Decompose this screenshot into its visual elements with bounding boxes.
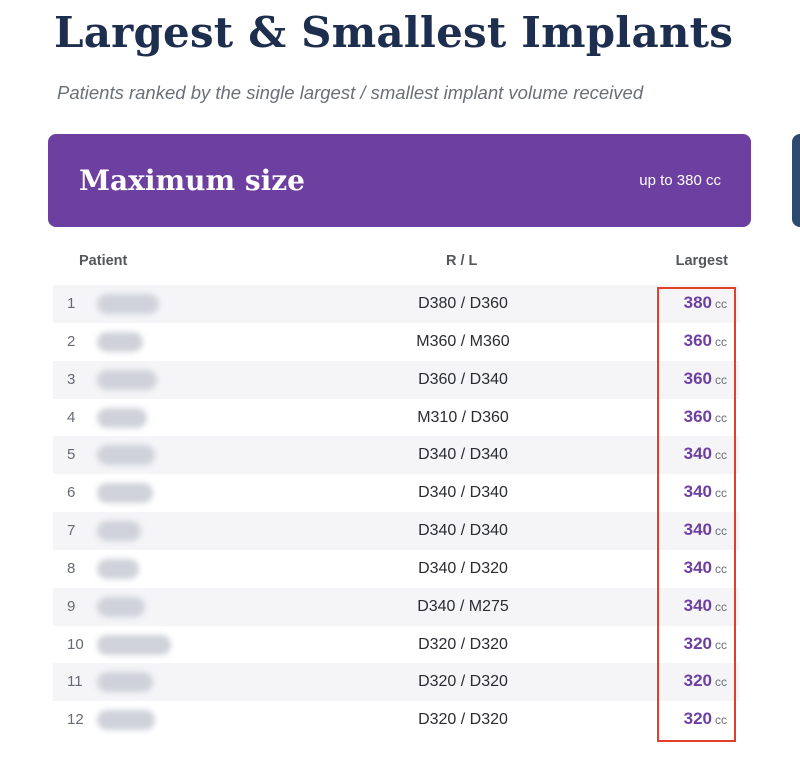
- row-largest-volume: 340 cc: [684, 444, 727, 464]
- volume-number: 380: [683, 293, 712, 312]
- volume-number: 340: [683, 557, 712, 577]
- volume-unit: cc: [715, 524, 727, 539]
- row-largest-volume: 340 cc: [684, 482, 727, 502]
- largest-column-highlight: [657, 287, 736, 742]
- row-implants-rl: D340 / D340: [418, 484, 508, 502]
- row-implants-rl: D340 / D320: [418, 559, 508, 577]
- row-implants-rl: D320 / D320: [418, 673, 508, 691]
- volume-unit: cc: [715, 334, 727, 349]
- volume-unit: cc: [715, 599, 727, 614]
- column-header-rl: R / L: [446, 253, 478, 269]
- patient-name-redacted: [97, 596, 145, 617]
- row-implants-rl: D360 / D340: [418, 370, 508, 388]
- card-range-label: up to 380 cc: [639, 172, 721, 189]
- volume-unit: cc: [715, 372, 727, 387]
- table-row[interactable]: 12 D320 / D320 320 cc: [53, 701, 739, 739]
- volume-unit: cc: [715, 637, 727, 652]
- patient-name-redacted: [97, 558, 139, 579]
- ranking-table: 1 D380 / D360 380 cc 2 M360 / M360 360 cc 3 D360 …: [53, 285, 739, 739]
- row-rank: 1: [67, 295, 76, 312]
- table-row[interactable]: 11 D320 / D320 320 cc: [53, 663, 739, 702]
- row-rank: 12: [67, 711, 84, 729]
- volume-number: 320: [683, 671, 712, 691]
- row-largest-volume: 380 cc: [684, 293, 727, 313]
- table-row[interactable]: 1 D380 / D360 380 cc: [53, 285, 739, 323]
- patient-name-redacted: [97, 483, 153, 504]
- row-implants-rl: D340 / M275: [417, 597, 509, 615]
- volume-unit: cc: [715, 297, 727, 311]
- row-implants-rl: D340 / D340: [418, 522, 508, 540]
- volume-unit: cc: [715, 713, 727, 728]
- row-largest-volume: 340 cc: [684, 520, 727, 540]
- patient-name-redacted: [97, 672, 153, 693]
- row-rank: 10: [67, 635, 84, 653]
- column-header-largest: Largest: [675, 253, 728, 269]
- patient-name-redacted: [97, 710, 155, 731]
- row-implants-rl: D320 / D320: [418, 711, 508, 729]
- column-header-patient: Patient: [79, 253, 128, 269]
- patient-name-redacted: [97, 521, 141, 542]
- table-row[interactable]: 8 D340 / D320 340 cc: [53, 550, 739, 588]
- row-rank: 5: [67, 446, 76, 464]
- volume-unit: cc: [715, 675, 727, 690]
- row-largest-volume: 340 cc: [684, 596, 727, 616]
- row-largest-volume: 360 cc: [684, 331, 727, 351]
- patient-name-redacted: [97, 407, 147, 428]
- row-rank: 8: [67, 559, 76, 577]
- row-rank: 6: [67, 484, 76, 502]
- row-rank: 11: [67, 673, 83, 691]
- next-card-edge[interactable]: [792, 134, 800, 227]
- row-rank: 2: [67, 332, 76, 350]
- row-largest-volume: 360 cc: [684, 369, 727, 389]
- patient-name-redacted: [97, 445, 155, 466]
- table-row[interactable]: 4 M310 / D360 360 cc: [53, 399, 739, 437]
- table-row[interactable]: 3 D360 / D340 360 cc: [53, 360, 739, 399]
- page-subtitle: Patients ranked by the single largest / …: [57, 82, 644, 103]
- row-largest-volume: 320 cc: [684, 634, 727, 654]
- volume-number: 360: [683, 406, 712, 426]
- page-title: Largest & Smallest Implants: [54, 8, 734, 57]
- volume-unit: cc: [715, 410, 727, 425]
- row-implants-rl: D340 / D340: [418, 446, 508, 464]
- row-rank: 9: [67, 597, 76, 615]
- volume-number: 340: [683, 482, 712, 502]
- row-largest-volume: 320 cc: [684, 709, 727, 729]
- row-implants-rl: D320 / D320: [418, 635, 508, 653]
- table-row[interactable]: 7 D340 / D340 340 cc: [53, 512, 739, 550]
- table-row[interactable]: 9 D340 / M275 340 cc: [53, 587, 739, 626]
- table-row[interactable]: 2 M360 / M360 360 cc: [53, 323, 739, 361]
- row-largest-volume: 360 cc: [684, 407, 727, 427]
- volume-unit: cc: [715, 486, 727, 501]
- row-rank: 7: [67, 522, 76, 540]
- volume-number: 320: [683, 709, 712, 729]
- volume-number: 360: [683, 330, 712, 350]
- maximum-size-card-header: Maximum size up to 380 cc: [48, 134, 751, 227]
- row-implants-rl: D380 / D360: [418, 295, 508, 312]
- table-row[interactable]: 5 D340 / D340 340 cc: [53, 436, 739, 475]
- table-row[interactable]: 10 D320 / D320 320 cc: [53, 626, 739, 664]
- row-largest-volume: 340 cc: [684, 558, 727, 578]
- volume-number: 340: [683, 520, 712, 540]
- row-rank: 4: [67, 408, 76, 426]
- patient-name-redacted: [97, 369, 157, 390]
- card-title: Maximum size: [79, 164, 305, 197]
- patient-name-redacted: [97, 294, 159, 314]
- volume-number: 340: [683, 595, 712, 615]
- volume-number: 320: [683, 633, 712, 653]
- volume-unit: cc: [715, 561, 727, 576]
- row-implants-rl: M360 / M360: [416, 332, 510, 350]
- volume-number: 340: [683, 444, 712, 464]
- volume-unit: cc: [715, 448, 727, 463]
- row-largest-volume: 320 cc: [684, 671, 727, 691]
- table-row[interactable]: 6 D340 / D340 340 cc: [53, 474, 739, 512]
- volume-number: 360: [683, 368, 712, 388]
- patient-name-redacted: [97, 634, 171, 655]
- row-implants-rl: M310 / D360: [417, 408, 509, 426]
- row-rank: 3: [67, 370, 76, 388]
- patient-name-redacted: [97, 331, 143, 352]
